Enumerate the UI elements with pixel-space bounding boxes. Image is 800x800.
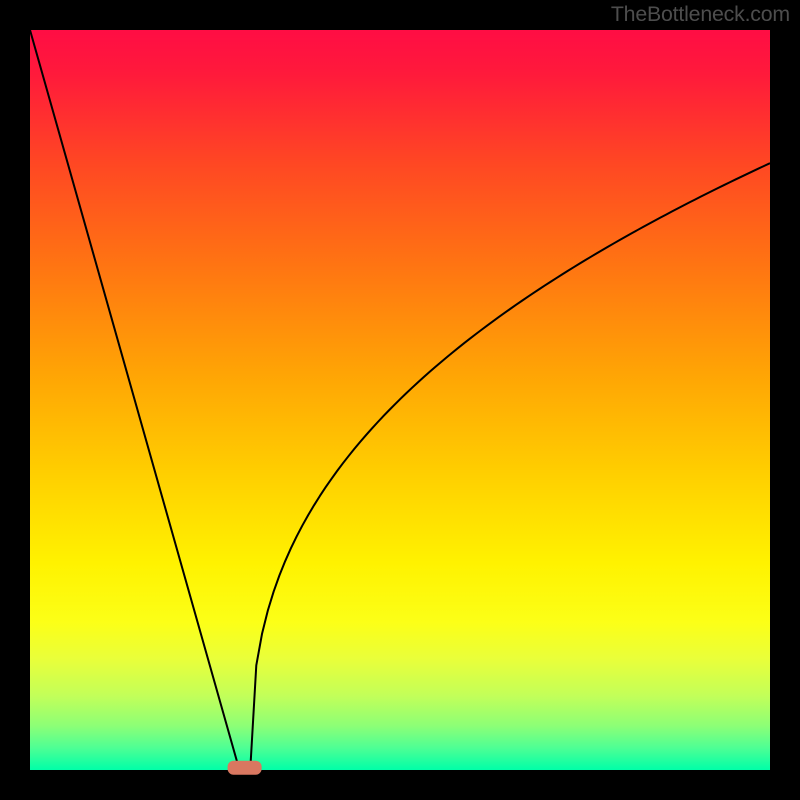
watermark-text: TheBottleneck.com <box>611 2 790 27</box>
bottleneck-chart <box>0 0 800 800</box>
chart-stage: TheBottleneck.com <box>0 0 800 800</box>
optimum-marker <box>228 761 262 775</box>
